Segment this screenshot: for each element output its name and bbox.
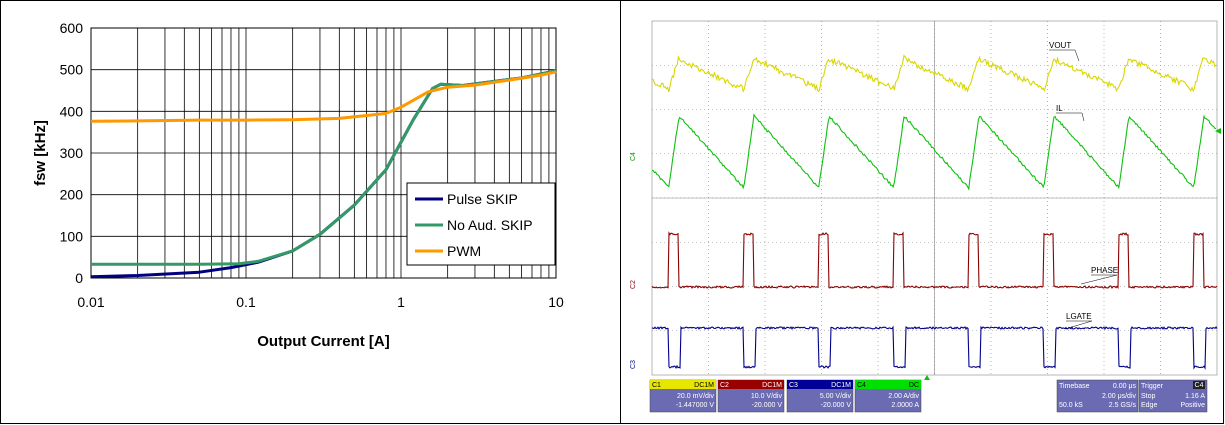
y-tick-label: 200 — [60, 187, 84, 203]
trigger-label: Trigger — [1141, 383, 1164, 390]
channel-flags: DC1M — [762, 382, 782, 389]
trigger-mode: Stop — [1141, 393, 1156, 400]
oscilloscope-screen: VOUT IL PHASE LGATE C4 C2 C3 C1 DC1M 20.0 mV/div -… — [621, 1, 1225, 425]
oscilloscope-panel: VOUT IL PHASE LGATE C4 C2 C3 C1 DC1M 20.0 mV/div -… — [620, 0, 1224, 424]
x-tick-label: 10 — [548, 294, 564, 310]
trigger-slope: Positive — [1180, 402, 1205, 409]
x-axis-label: Output Current [A] — [257, 333, 389, 350]
channel-offset: -20.000 V — [821, 402, 852, 409]
trace-label-leader — [1081, 275, 1117, 284]
y-tick-label: 100 — [60, 228, 84, 244]
legend-entry: Pulse SKIP — [447, 191, 518, 207]
channel-flags: DC1M — [831, 382, 851, 389]
x-tick-label: 1 — [397, 294, 405, 310]
left-chart-panel: 0 100 200 300 400 500 600 0.01 0.1 1 10 Output Curr… — [0, 0, 621, 424]
trace-label-leader — [1075, 50, 1079, 61]
channel-id: C2 — [720, 382, 729, 389]
channel-id: C3 — [789, 382, 798, 389]
y-tick-label: 0 — [75, 270, 83, 286]
channel-id: C1 — [652, 382, 661, 389]
y-tick-label: 300 — [60, 145, 84, 161]
y-tick-label: 500 — [60, 62, 84, 78]
channel-flags: DC1M — [694, 382, 714, 389]
channel-marker: C4 — [630, 152, 637, 161]
trace-label: LGATE — [1066, 312, 1092, 321]
y-axis-label: fsw [kHz] — [32, 120, 49, 186]
legend-entry: No Aud. SKIP — [447, 217, 533, 233]
channel-offset: -20.000 V — [752, 402, 783, 409]
channel-scale: 2.00 A/div — [888, 393, 919, 400]
timebase-value: 0.00 μs — [1113, 383, 1137, 390]
trace-label: PHASE — [1091, 266, 1118, 275]
channel-id: C4 — [857, 382, 866, 389]
trigger-level: 1.16 A — [1185, 393, 1205, 400]
timebase-samples: 50.0 kS — [1059, 402, 1083, 409]
trace-label: IL — [1056, 104, 1063, 113]
trigger-type: Edge — [1141, 402, 1157, 409]
y-tick-label: 600 — [60, 20, 84, 36]
fsw-vs-current-chart: 0 100 200 300 400 500 600 0.01 0.1 1 10 Output Curr… — [1, 1, 621, 425]
series-line-pwm — [91, 72, 556, 122]
trigger-time-marker — [924, 375, 930, 380]
timebase-rate: 2.5 GS/s — [1109, 402, 1137, 409]
x-tick-label: 0.01 — [77, 294, 104, 310]
channel-marker: C2 — [630, 280, 637, 289]
channel-offset: 2.0000 A — [891, 402, 919, 409]
channel-flags: DC — [909, 382, 919, 389]
timebase-label: Timebase — [1059, 383, 1090, 390]
trigger-channel: C4 — [1195, 382, 1204, 389]
legend-entry: PWM — [447, 243, 481, 259]
trace-label: VOUT — [1049, 41, 1071, 50]
trace-vout — [652, 56, 1216, 92]
trace-label-leader — [1082, 113, 1084, 121]
y-tick-label: 400 — [60, 103, 84, 119]
channel-scale: 5.00 V/div — [820, 393, 852, 400]
channel-offset: -1.447000 V — [676, 402, 714, 409]
channel-marker: C3 — [630, 360, 637, 369]
channel-scale: 20.0 mV/div — [677, 393, 714, 400]
trace-il — [652, 115, 1216, 189]
timebase-per-div: 2.00 μs/div — [1102, 393, 1136, 400]
x-tick-label: 0.1 — [236, 294, 256, 310]
channel-scale: 10.0 V/div — [751, 393, 783, 400]
